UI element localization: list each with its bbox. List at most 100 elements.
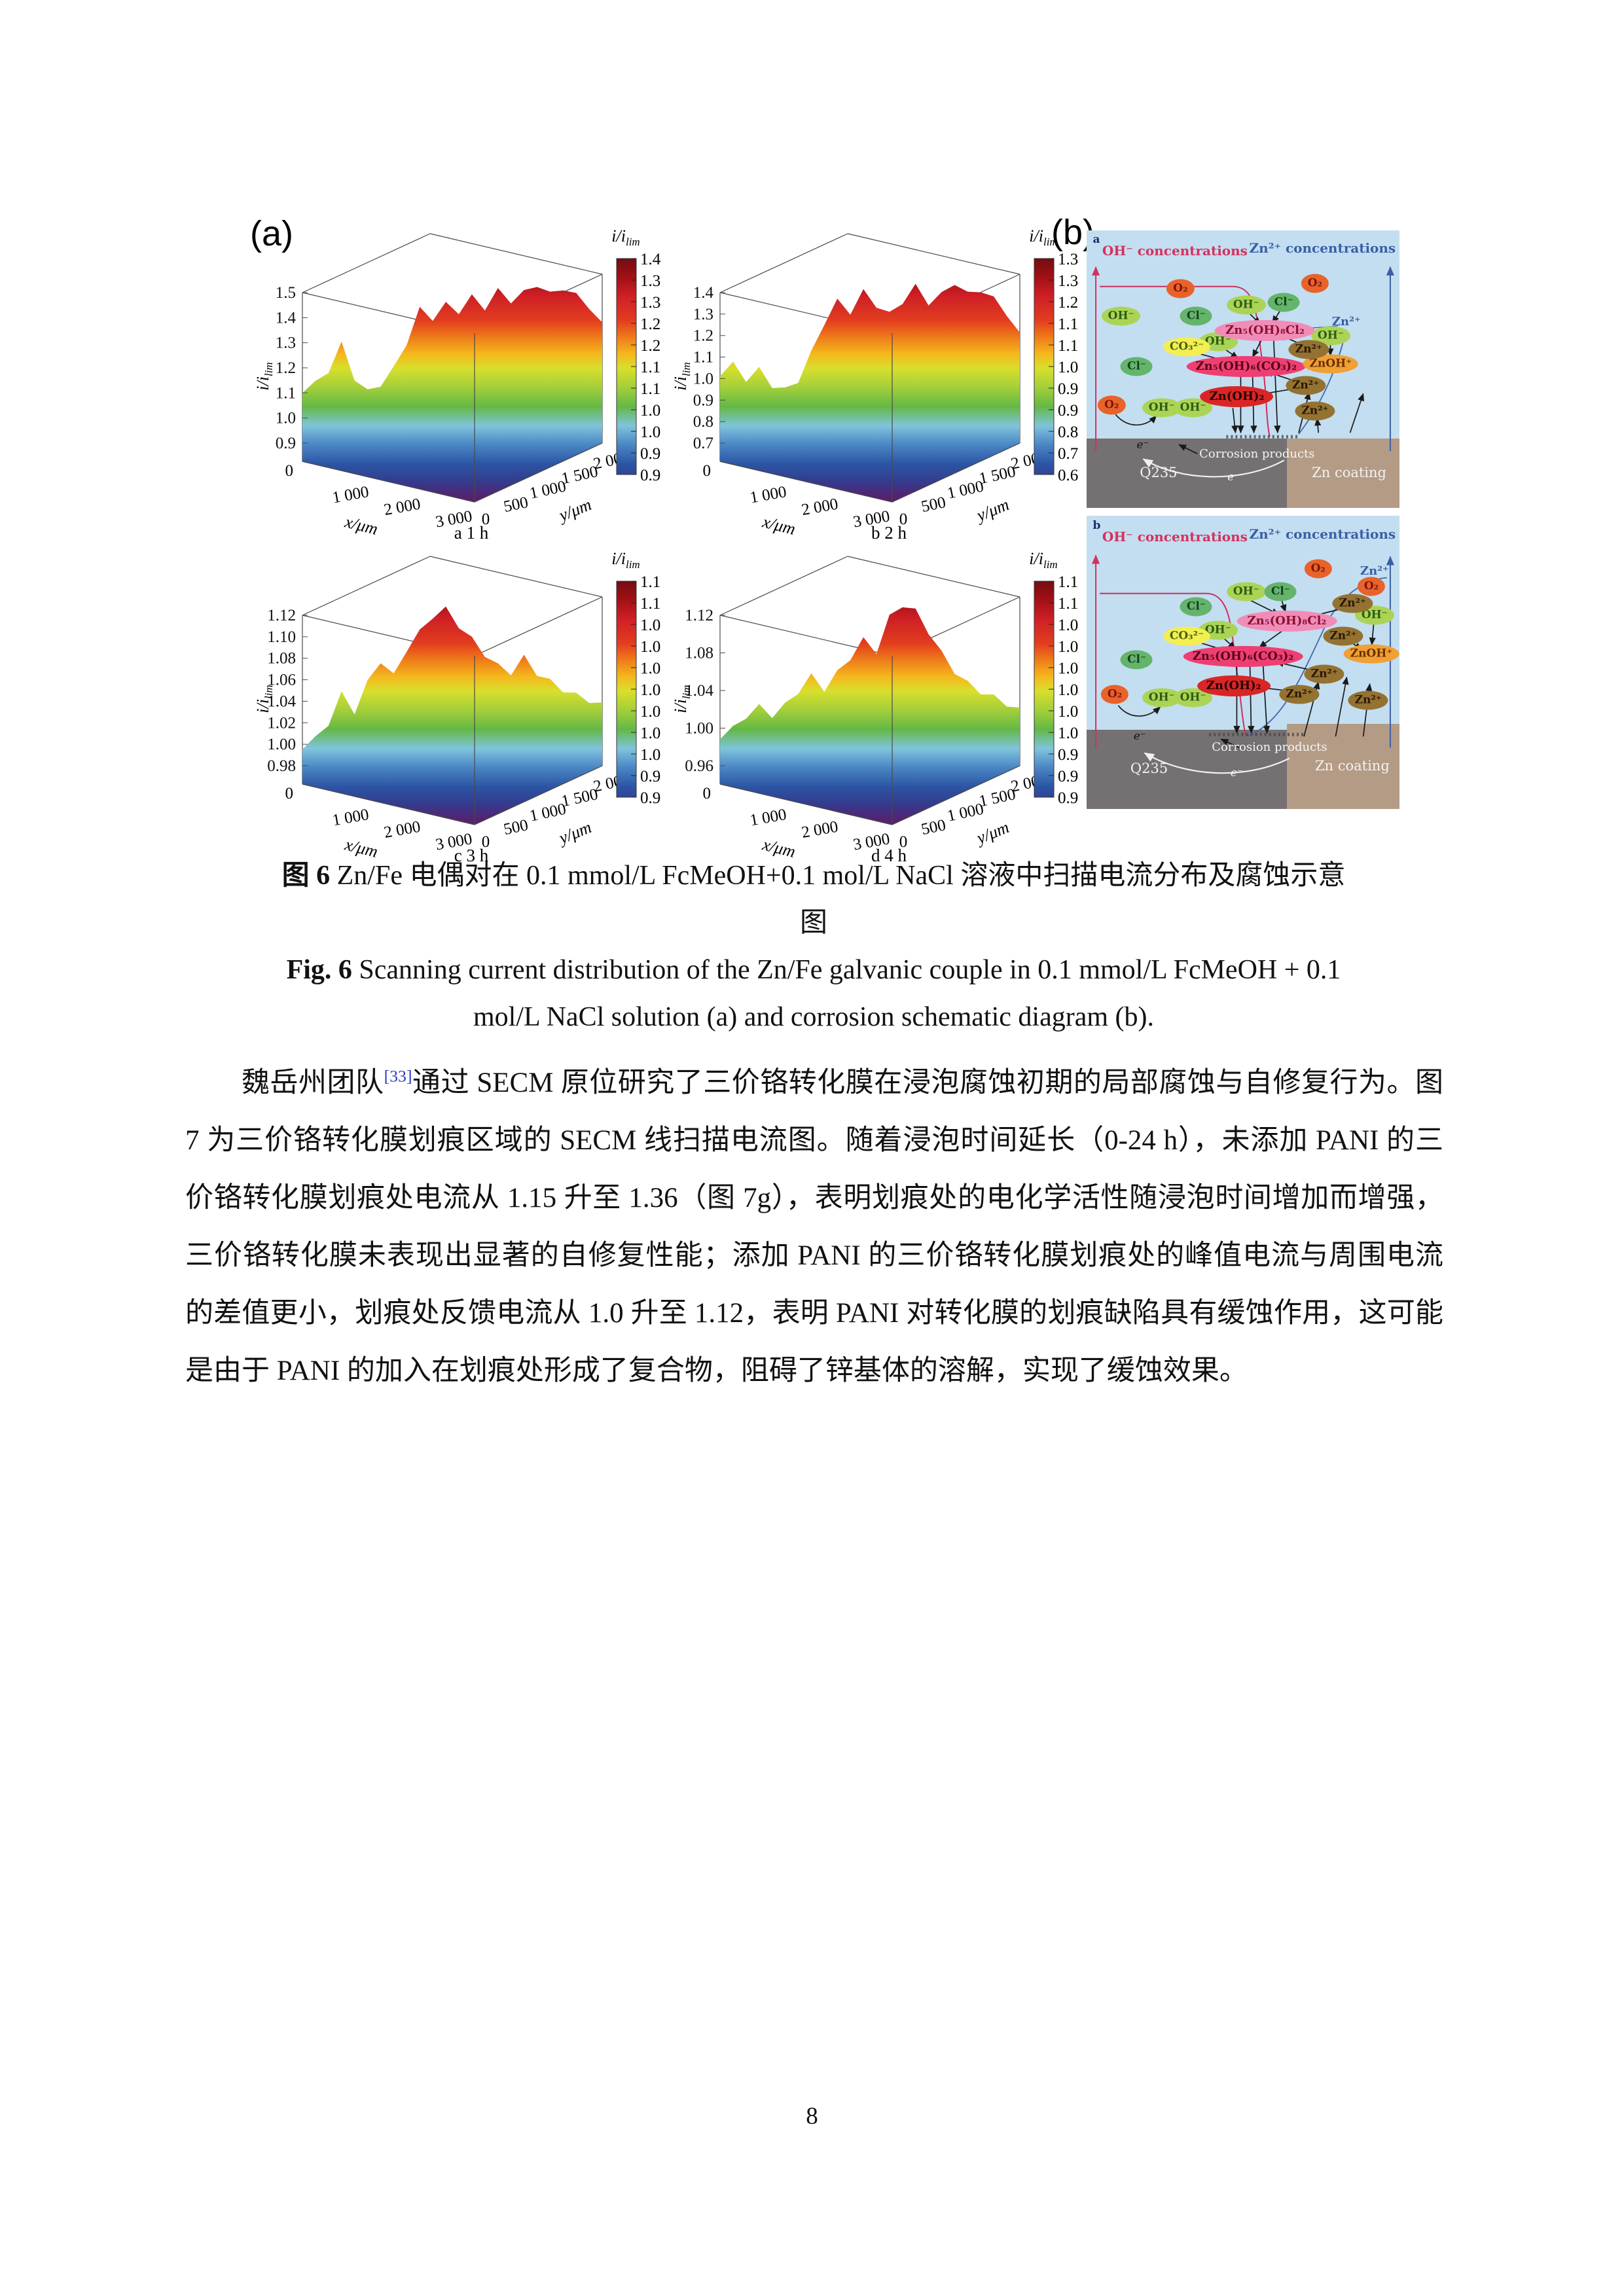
- coating-label: Zn coating: [1312, 465, 1386, 481]
- svg-text:i/ilim: i/ilim: [611, 549, 640, 571]
- svg-text:0: 0: [482, 511, 490, 528]
- svg-text:500: 500: [920, 493, 947, 516]
- svg-text:1.04: 1.04: [1058, 359, 1079, 376]
- species-oh: OH⁻: [1101, 306, 1141, 326]
- electron-flow-arrow: [1142, 435, 1299, 478]
- svg-text:1.10: 1.10: [267, 628, 296, 646]
- species-zn2: Zn²⁺: [1288, 340, 1329, 359]
- svg-text:0.7: 0.7: [693, 435, 713, 452]
- svg-text:0.92: 0.92: [640, 467, 661, 484]
- species-zntext: Zn²⁺: [1331, 314, 1361, 329]
- schematic-corner-label: b: [1092, 518, 1101, 532]
- svg-text:0: 0: [285, 462, 294, 480]
- svg-text:1.2: 1.2: [276, 359, 296, 377]
- svg-text:0: 0: [899, 833, 908, 851]
- svg-text:b 2 h: b 2 h: [871, 523, 907, 540]
- svg-text:1.00: 1.00: [1058, 725, 1079, 742]
- figure-caption: 图 6 Zn/Fe 电偶对在 0.1 mmol/L FcMeOH+0.1 mol…: [185, 852, 1442, 1041]
- species-simon: Zn₅(OH)₈Cl₂: [1236, 611, 1337, 632]
- svg-text:0: 0: [703, 785, 712, 802]
- svg-text:1.23: 1.23: [640, 337, 661, 355]
- svg-text:1.00: 1.00: [267, 736, 296, 753]
- svg-text:1.3: 1.3: [276, 334, 296, 352]
- axis-arrows: [1092, 266, 1394, 452]
- svg-text:0.90: 0.90: [1058, 402, 1079, 420]
- species-o2: O₂: [1100, 685, 1129, 704]
- species-zn2: Zn²⁺: [1304, 664, 1344, 684]
- caption-en-number: Fig. 6: [286, 955, 352, 985]
- svg-text:0.99: 0.99: [640, 768, 661, 785]
- svg-text:1.4: 1.4: [276, 309, 297, 327]
- oh-concentration-label: OH⁻ concentrations: [1102, 243, 1248, 259]
- surface-plot-2h: 1.4 1.3 1.2 1.1 1.0 0.9 0.8 0.7 0 i/ilim 1 000 2 00…: [671, 213, 1087, 543]
- svg-text:1.5: 1.5: [276, 284, 296, 302]
- species-cl: Cl⁻: [1264, 582, 1297, 601]
- svg-text:1.12: 1.12: [267, 607, 296, 624]
- surface-plot-svg: 1.4 1.3 1.2 1.1 1.0 0.9 0.8 0.7 0 i/ilim 1 000 2 00…: [671, 226, 1087, 543]
- svg-text:0.98: 0.98: [267, 757, 296, 775]
- substrate-label: Q235: [1140, 465, 1178, 481]
- svg-text:1.07: 1.07: [1058, 638, 1079, 656]
- svg-text:1.12: 1.12: [640, 573, 661, 591]
- svg-text:y/μm: y/μm: [554, 495, 594, 526]
- species-oh: OH⁻: [1226, 582, 1266, 601]
- svg-text:1.44: 1.44: [640, 251, 661, 268]
- svg-text:1.18: 1.18: [640, 359, 661, 376]
- svg-text:1.09: 1.09: [640, 617, 661, 634]
- svg-text:y/μm: y/μm: [972, 817, 1012, 848]
- svg-text:1.02: 1.02: [640, 725, 661, 742]
- svg-text:a 1 h: a 1 h: [454, 523, 489, 540]
- svg-text:x/μm: x/μm: [342, 512, 380, 539]
- svg-text:1.0: 1.0: [693, 370, 713, 387]
- svg-text:1 000: 1 000: [749, 483, 788, 507]
- svg-text:1.03: 1.03: [640, 703, 661, 721]
- svg-text:1.18: 1.18: [1058, 315, 1079, 333]
- svg-text:0.98: 0.98: [1058, 746, 1079, 764]
- svg-text:1.32: 1.32: [1058, 272, 1079, 290]
- svg-text:1.02: 1.02: [267, 714, 296, 732]
- caption-en-text: Scanning current distribution of the Zn/…: [352, 955, 1341, 985]
- electron-label: e⁻: [1136, 439, 1149, 452]
- species-zn2: Zn²⁺: [1279, 685, 1320, 704]
- caption-zh-line1: 图 6 Zn/Fe 电偶对在 0.1 mmol/L FcMeOH+0.1 mol…: [185, 852, 1442, 899]
- svg-text:i/ilim: i/ilim: [673, 362, 693, 390]
- species-simon: Zn₅(OH)₈Cl₂: [1215, 319, 1315, 341]
- svg-text:i/ilim: i/ilim: [611, 226, 640, 248]
- species-zn2: Zn²⁺: [1323, 626, 1363, 646]
- species-znoh2: Zn(OH)₂: [1197, 675, 1271, 696]
- citation-ref-33[interactable]: [33]: [384, 1066, 412, 1086]
- species-cl: Cl⁻: [1180, 597, 1212, 617]
- svg-text:500: 500: [502, 816, 530, 838]
- species-o2: O₂: [1166, 279, 1195, 298]
- svg-text:0.97: 0.97: [640, 445, 661, 463]
- species-co3: CO₃²⁻: [1163, 337, 1211, 357]
- svg-text:1.08: 1.08: [685, 645, 713, 662]
- svg-text:1.04: 1.04: [267, 692, 296, 710]
- svg-text:1.39: 1.39: [640, 272, 661, 290]
- substrate-label: Q235: [1130, 761, 1168, 777]
- zn-coating-block: [1286, 724, 1399, 809]
- svg-text:1.2: 1.2: [693, 327, 713, 345]
- species-o2: O₂: [1098, 395, 1126, 415]
- svg-text:0: 0: [482, 833, 490, 851]
- svg-text:1.13: 1.13: [1058, 573, 1079, 591]
- species-o2: O₂: [1304, 559, 1332, 579]
- corrosion-products-label: Corrosion products: [1212, 740, 1327, 754]
- svg-text:1.05: 1.05: [1058, 660, 1079, 677]
- svg-text:1 000: 1 000: [331, 483, 370, 507]
- svg-text:y/μm: y/μm: [554, 817, 594, 848]
- svg-text:i/ilim: i/ilim: [255, 362, 275, 390]
- svg-text:x/μm: x/μm: [760, 512, 797, 539]
- svg-text:1.00: 1.00: [640, 746, 661, 764]
- svg-text:1.07: 1.07: [640, 402, 661, 420]
- species-cl: Cl⁻: [1120, 650, 1153, 670]
- species-oh: OH⁻: [1226, 295, 1266, 315]
- page-number: 8: [806, 2103, 818, 2130]
- caption-zh-text: Zn/Fe 电偶对在 0.1 mmol/L FcMeOH+0.1 mol/L N…: [330, 861, 1346, 891]
- svg-text:1.0: 1.0: [276, 410, 296, 427]
- surface-plot-3h: 1.12 1.10 1.08 1.06 1.04 1.02 1.00 0.98 0 i/ilim 1…: [253, 535, 669, 865]
- corrosion-schematic-a: a OH⁻ concentrations Zn²⁺ concentrations…: [1087, 230, 1399, 508]
- species-cl: Cl⁻: [1180, 306, 1212, 326]
- svg-text:0.95: 0.95: [1058, 789, 1079, 807]
